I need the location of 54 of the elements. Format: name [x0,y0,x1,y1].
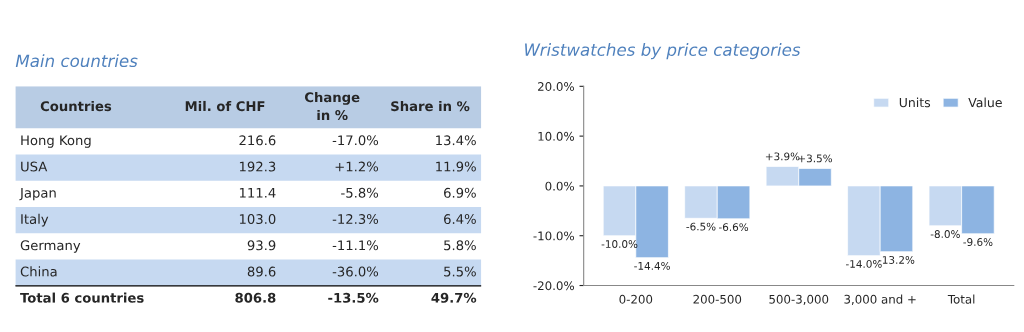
text: Japan [19,187,56,201]
text: Total 6 countries [20,292,144,303]
text: Mil. of CHF [185,100,265,112]
text: Main countries [15,54,138,68]
text: 11.9% [436,161,476,172]
text: 5.5% [444,266,476,277]
data-label: -6.6% [718,223,749,232]
x-tick-label: Total [947,294,975,304]
text: -17.0% [332,135,379,146]
data-label: -14.4% [634,261,670,270]
text: 6.4% [444,214,476,225]
text: China [20,266,57,277]
text: 192.3 [239,161,276,172]
x-tick-label: 200-500 [693,294,742,304]
data-label: -6.5% [686,222,716,231]
y-tick-label: 20.0% [538,82,574,91]
text: 89.6 [247,266,276,277]
text: Germany [20,240,81,253]
text: 93.9 [247,240,276,251]
y-tick-label: 10.0% [538,131,574,141]
text: Change in % [304,91,360,121]
text: 6.9% [444,187,476,198]
data-label: -9.6% [963,238,993,246]
text: 103.0 [239,214,276,225]
text: -12.3% [332,214,379,225]
text: 806.8 [235,292,276,303]
y-tick-label: -20.0% [533,281,574,291]
x-tick-label: 0-200 [619,294,653,304]
text: 49.7% [431,292,477,303]
y-tick-label: -10.0% [533,231,574,241]
text: 13.4% [436,135,476,146]
text: +1.2% [335,161,379,172]
text: 111.4 [239,187,276,198]
text: 216.6 [239,135,276,146]
text: USA [21,161,48,172]
text: -13.5% [328,292,379,303]
data-label: +3.5% [798,154,833,163]
text: Countries [40,100,112,112]
text: -11.1% [332,240,379,251]
legend-label: Value [968,97,1002,108]
text: Italy [21,213,49,227]
y-tick-label: 0.0% [545,181,574,191]
text: 5.8% [444,240,476,251]
legend-label: Units [899,97,931,108]
chart-title: Wristwatches by price categories [525,43,801,60]
data-label: -10.0% [601,240,638,248]
x-tick-label: 3,000 and + [844,294,916,305]
text: -5.8% [341,187,379,198]
text: Hong Kong [21,135,91,148]
text: -36.0% [332,266,379,277]
data-label: -8.0% [930,230,960,238]
x-tick-label: 500-3,000 [769,294,829,305]
data-label: +3.9% [765,152,800,161]
text: Share in % [391,100,470,112]
